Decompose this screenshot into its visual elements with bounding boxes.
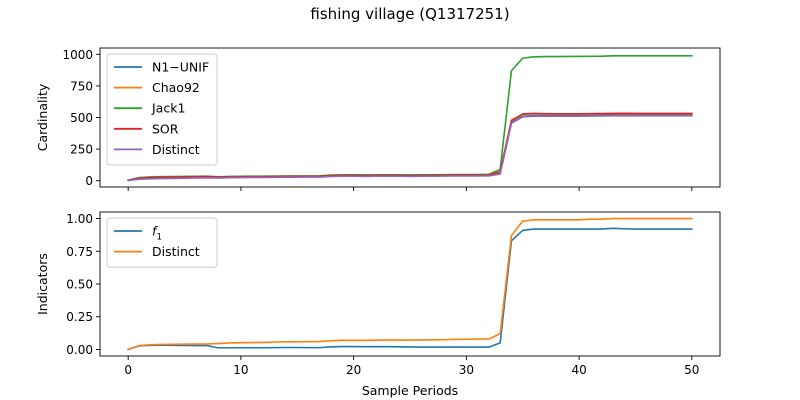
- cardinality-legend-box: [106, 53, 218, 166]
- indicators-legend-label: f1: [152, 224, 162, 243]
- indicators-y-axis-label: Indicators: [35, 253, 50, 315]
- indicators-plot-area: [127, 217, 693, 351]
- indicators-series-line-1: [127, 227, 693, 351]
- cardinality-y-tick-label: 0: [85, 174, 93, 188]
- indicators-panel: Indicators Sample Periods 0 10 20 30 40 50 0.0…: [35, 211, 721, 398]
- indicators-legend-box: [106, 217, 218, 268]
- cardinality-legend-label: Jack1: [151, 101, 185, 116]
- cardinality-legend: N1−UNIF Chao92 Jack1 SOR Distinct: [106, 53, 218, 166]
- indicators-x-tick-label: 20: [346, 363, 361, 377]
- indicators-series-line-2: [127, 217, 693, 351]
- indicators-x-tick-label: 10: [233, 363, 248, 377]
- cardinality-series-line-5: [127, 115, 693, 182]
- cardinality-plot-area: [127, 55, 693, 182]
- cardinality-series-line-4: [127, 112, 693, 182]
- indicators-y-tick-label: 0.25: [66, 310, 93, 324]
- cardinality-legend-label: Distinct: [152, 142, 200, 157]
- cardinality-legend-label: Chao92: [152, 80, 200, 95]
- indicators-y-tick-label: 0.00: [66, 343, 93, 357]
- indicators-x-tick-label: 50: [684, 363, 699, 377]
- indicators-x-tick-label: 0: [124, 363, 132, 377]
- indicators-legend-label: Distinct: [152, 244, 200, 259]
- cardinality-legend-label: SOR: [152, 121, 179, 136]
- cardinality-y-tick-label: 1000: [62, 48, 93, 62]
- indicators-y-tick-label: 0.50: [66, 278, 93, 292]
- indicators-x-tick-label: 30: [459, 363, 474, 377]
- cardinality-legend-label: N1−UNIF: [152, 60, 209, 75]
- figure-title: fishing village (Q1317251): [310, 5, 509, 23]
- indicators-y-tick-label: 1.00: [66, 212, 93, 226]
- cardinality-y-tick-label: 500: [70, 111, 93, 125]
- indicators-y-tick-label: 0.75: [66, 245, 93, 259]
- cardinality-y-axis-label: Cardinality: [35, 83, 50, 151]
- cardinality-y-tick-label: 750: [70, 79, 93, 93]
- indicators-x-axis-label: Sample Periods: [362, 383, 458, 398]
- indicators-x-tick-label: 40: [571, 363, 586, 377]
- cardinality-y-tick-label: 250: [70, 143, 93, 157]
- cardinality-panel: Cardinality 0 250 500 750 1000 N1−UNIF Chao92 J…: [35, 47, 721, 191]
